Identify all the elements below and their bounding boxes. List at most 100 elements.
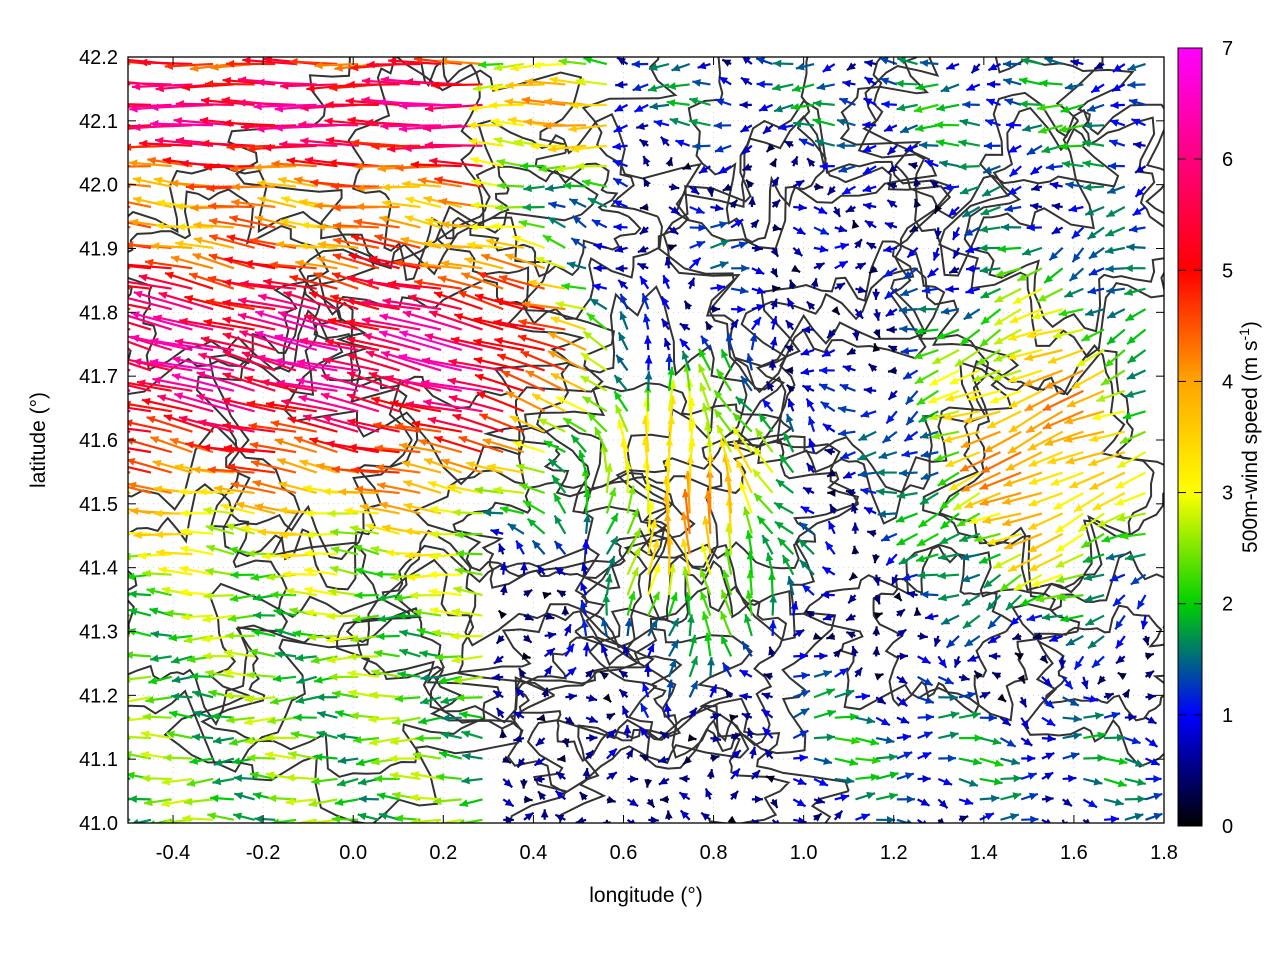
wind-vector	[369, 691, 399, 699]
wind-vector-head	[84, 463, 93, 471]
wind-vector	[1083, 799, 1097, 807]
wind-vector	[637, 263, 648, 270]
wind-vector	[964, 309, 980, 319]
wind-vector-head	[948, 754, 956, 762]
wind-vector	[949, 207, 959, 216]
wind-vector-head	[769, 159, 776, 168]
wind-vector-head	[921, 450, 930, 458]
wind-vector-head	[453, 414, 462, 421]
wind-vector	[523, 184, 544, 192]
wind-vector-head	[1001, 223, 1009, 231]
wind-vector	[1042, 773, 1053, 780]
wind-vector	[897, 733, 911, 741]
wind-vector-head	[142, 398, 151, 406]
wind-vector-head	[563, 182, 571, 190]
wind-vector-shaft	[76, 333, 130, 350]
wind-vector-head	[918, 305, 926, 313]
wind-vector	[749, 747, 757, 759]
wind-vector	[855, 693, 869, 701]
wind-vector	[586, 716, 598, 723]
wind-vector	[1063, 752, 1080, 760]
wind-vector	[872, 289, 880, 300]
wind-vector-head	[247, 671, 255, 679]
wind-vector	[835, 713, 859, 721]
wind-vector	[571, 435, 586, 452]
wind-vector	[1081, 534, 1104, 548]
wind-vector	[567, 261, 586, 269]
wind-vector	[233, 813, 254, 821]
wind-vector	[793, 248, 802, 256]
wind-vector-head	[875, 673, 884, 680]
wind-vector	[715, 409, 732, 431]
wind-vector	[959, 798, 973, 805]
wind-vector-head	[225, 632, 233, 640]
wind-vector	[980, 330, 1001, 347]
wind-vector-head	[84, 198, 93, 206]
wind-vector	[947, 636, 959, 648]
wind-vector-head	[580, 792, 588, 801]
wind-vector	[376, 632, 399, 640]
wind-vector-head	[926, 713, 934, 721]
wind-vector	[543, 235, 565, 248]
wind-vector-head	[294, 714, 302, 722]
wind-vector-shaft	[105, 595, 130, 598]
wind-vector	[275, 651, 296, 659]
wind-vector-head	[919, 519, 928, 527]
wind-vector	[1137, 595, 1145, 609]
wind-vector	[1115, 616, 1125, 630]
wind-vector	[1126, 309, 1146, 321]
wind-vector-head	[755, 795, 763, 803]
wind-vector	[607, 796, 616, 804]
wind-vector	[801, 507, 814, 514]
wind-vector	[1104, 815, 1119, 823]
wind-vector	[962, 595, 980, 606]
wind-vector-head	[561, 606, 569, 614]
wind-vector	[1105, 247, 1125, 255]
wind-vector	[945, 285, 959, 293]
wind-vector	[793, 672, 810, 680]
wind-vector	[828, 186, 836, 195]
wind-vector	[1021, 793, 1038, 800]
wind-vector	[190, 757, 214, 765]
wind-vector	[807, 158, 815, 167]
wind-vector	[358, 813, 379, 821]
wind-vector-head	[497, 182, 505, 190]
wind-vector	[872, 554, 880, 563]
wind-vector-head	[799, 754, 807, 762]
wind-vector	[508, 524, 524, 534]
wind-vector	[519, 668, 526, 677]
wind-vector-head	[660, 796, 668, 804]
wind-vector	[607, 772, 617, 780]
wind-vector	[564, 624, 571, 636]
wind-vector	[938, 656, 946, 667]
wind-vector	[583, 642, 591, 656]
wind-vector	[679, 775, 689, 783]
wind-vector-head	[497, 354, 506, 361]
wind-vector-head	[1068, 775, 1076, 783]
wind-vector	[1104, 798, 1124, 806]
wind-vector	[997, 694, 1006, 702]
wind-vector	[1006, 452, 1042, 470]
wind-vector-head	[129, 795, 137, 803]
wind-vector	[988, 616, 1000, 629]
wind-vector	[855, 263, 865, 270]
wind-vector-shaft	[105, 738, 130, 741]
wind-vector-head	[747, 728, 754, 737]
wind-vector	[774, 503, 793, 514]
wind-vector	[742, 641, 752, 656]
wind-vector-head	[699, 383, 706, 392]
wind-vector	[1058, 656, 1066, 668]
wind-vector	[814, 710, 836, 718]
wind-vector	[793, 227, 805, 234]
wind-vector	[720, 611, 731, 636]
wind-vector-head	[332, 272, 341, 279]
wind-vector	[919, 513, 939, 527]
wind-vector-head	[1141, 620, 1149, 629]
wind-vector	[565, 668, 576, 677]
wind-vector	[172, 676, 193, 684]
wind-vector	[1098, 675, 1106, 684]
wind-vector-head	[497, 635, 505, 644]
wind-vector	[645, 371, 653, 391]
wind-vector	[793, 203, 806, 211]
